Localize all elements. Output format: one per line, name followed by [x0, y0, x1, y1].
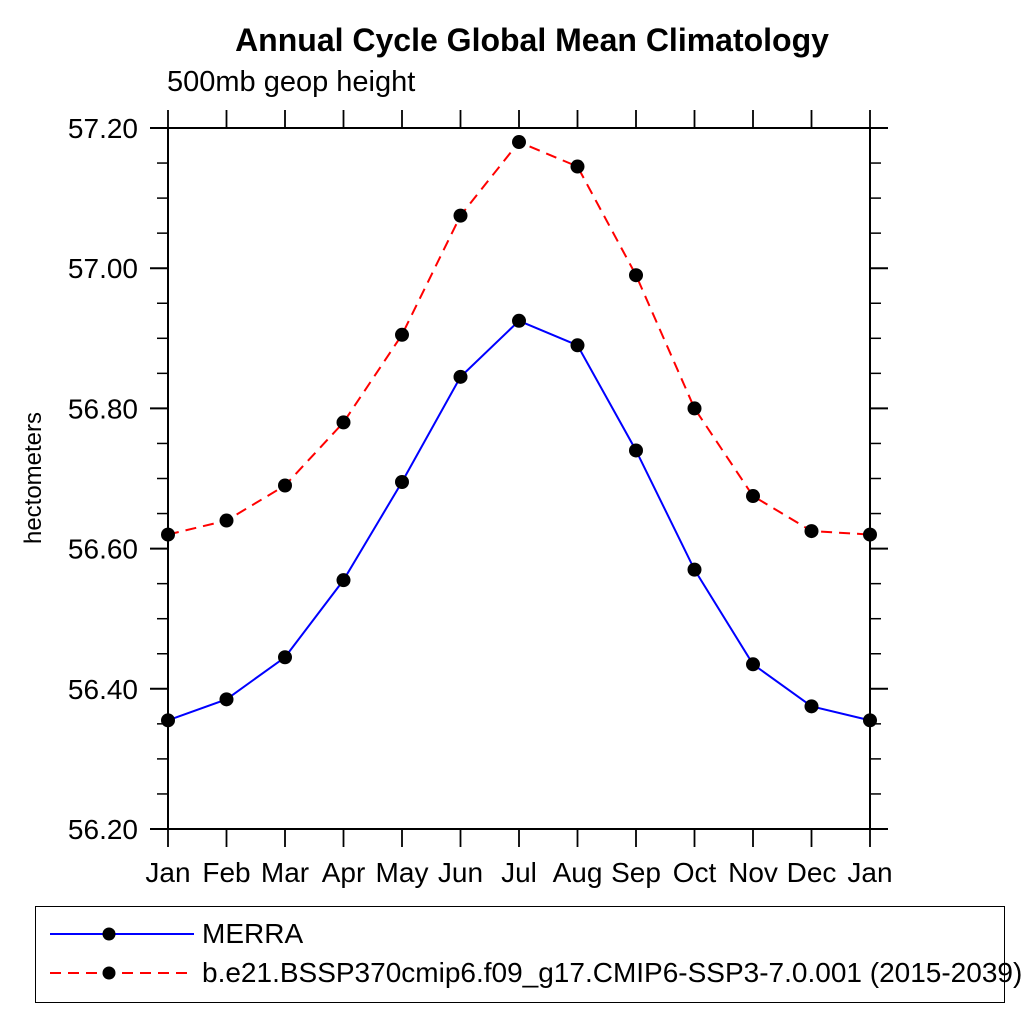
x-tick-label: Jan — [847, 857, 892, 888]
data-point-s0-Jul — [512, 313, 526, 328]
legend-item-merra: MERRA — [47, 914, 1004, 953]
data-point-s0-Apr — [336, 573, 351, 588]
data-point-s1-Oct — [687, 401, 702, 416]
x-tick-label: Feb — [202, 857, 250, 888]
x-tick-label: Dec — [787, 857, 837, 888]
data-point-s0-Jan — [161, 713, 175, 728]
x-tick-label: Apr — [322, 857, 366, 888]
data-point-s1-Mar — [278, 478, 292, 493]
data-point-s1-Nov — [746, 489, 760, 504]
data-point-s1-Apr — [336, 415, 351, 430]
legend-label-merra: MERRA — [202, 917, 304, 949]
legend-line-sample-solid — [50, 927, 194, 940]
legend-label-model: b.e21.BSSP370cmip6.f09_g17.CMIP6-SSP3-7.… — [202, 956, 1023, 988]
x-tick-label: Mar — [261, 857, 309, 888]
data-point-s1-Jan — [161, 527, 175, 542]
chart-title: Annual Cycle Global Mean Climatology — [235, 22, 829, 58]
plot-frame — [167, 127, 871, 830]
data-point-s1-Dec — [804, 524, 819, 539]
data-point-s0-Jan — [863, 713, 877, 728]
y-tick-label: 57.20 — [68, 113, 138, 144]
data-point-s0-Aug — [570, 338, 585, 353]
y-tick-label: 56.20 — [68, 814, 138, 845]
data-point-s1-Sep — [629, 268, 643, 283]
legend-marker-dot — [102, 927, 116, 940]
series-line-0 — [167, 319, 871, 722]
y-tick-label: 57.00 — [68, 253, 138, 284]
data-point-s1-Feb — [219, 513, 234, 528]
x-tick-label: Aug — [553, 857, 603, 888]
data-point-s0-May — [395, 475, 409, 490]
legend-line-sample-dashed — [50, 966, 194, 979]
data-point-s1-Aug — [570, 159, 585, 174]
x-tick-label: May — [376, 857, 429, 888]
data-point-s1-Jun — [453, 208, 468, 223]
x-tick-label: Jul — [501, 857, 537, 888]
data-point-s0-Sep — [629, 443, 643, 458]
data-point-s0-Mar — [278, 650, 292, 665]
data-point-s0-Feb — [219, 692, 234, 707]
chart-subtitle: 500mb geop height — [167, 66, 416, 98]
x-tick-label: Nov — [728, 857, 778, 888]
series-line-1 — [167, 140, 871, 536]
x-tick-label: Jun — [438, 857, 483, 888]
x-tick-label: Sep — [611, 857, 661, 888]
legend-item-model: b.e21.BSSP370cmip6.f09_g17.CMIP6-SSP3-7.… — [47, 953, 1022, 992]
legend-marker-dot — [102, 966, 116, 979]
data-point-s0-Nov — [746, 657, 760, 672]
data-point-s1-Jan — [863, 527, 877, 542]
y-tick-label: 56.80 — [68, 393, 138, 424]
y-tick-label: 56.60 — [68, 534, 138, 565]
x-tick-label: Jan — [145, 857, 190, 888]
data-point-s0-Jun — [453, 369, 468, 384]
data-point-s1-Jul — [512, 135, 526, 150]
data-point-s0-Oct — [687, 562, 702, 577]
y-tick-label: 56.40 — [68, 674, 138, 705]
legend: MERRA b.e21.BSSP370cmip6.f09_g17.CMIP6-S… — [35, 906, 1022, 1003]
data-point-s1-May — [395, 327, 409, 342]
data-point-s0-Dec — [804, 699, 819, 714]
x-tick-label: Oct — [673, 857, 717, 888]
